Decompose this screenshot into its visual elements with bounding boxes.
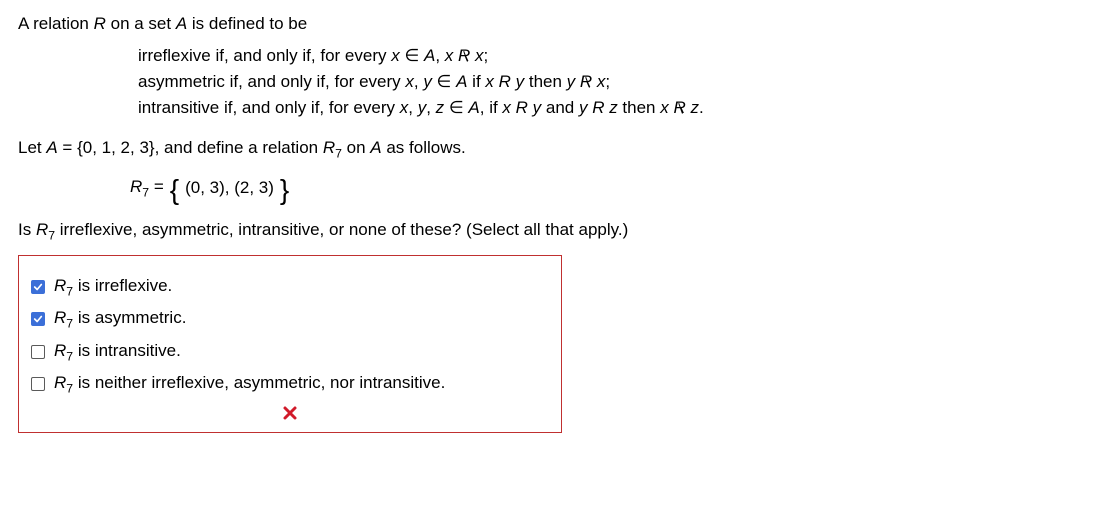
checkbox[interactable]: [31, 377, 45, 391]
text: as follows.: [382, 138, 466, 157]
var: x R y: [485, 72, 524, 91]
var: x: [445, 46, 458, 65]
text: ∈: [432, 72, 456, 91]
check-icon: [33, 282, 43, 292]
var: x: [391, 46, 400, 65]
text: .: [699, 98, 704, 117]
var: R: [130, 177, 142, 196]
text: then: [618, 98, 661, 117]
text: intransitive if, and only if, for every: [138, 98, 400, 117]
var: R: [323, 138, 335, 157]
answer-label: R7 is neither irreflexive, asymmetric, n…: [54, 373, 445, 395]
var-A: A: [176, 14, 187, 33]
answers-box: R7 is irreflexive. R7 is asymmetric. R7 …: [18, 255, 562, 434]
answer-label: R7 is asymmetric.: [54, 308, 186, 330]
definition-intro: A relation R on a set A is defined to be: [18, 14, 1076, 34]
text: = {0, 1, 2, 3}, and define a relation: [58, 138, 323, 157]
answer-option[interactable]: R7 is irreflexive.: [31, 276, 549, 298]
text: ;: [605, 72, 610, 91]
var: z: [436, 98, 445, 117]
var: A: [424, 46, 435, 65]
var: x: [592, 72, 605, 91]
var: x: [660, 98, 673, 117]
var: y R z: [579, 98, 618, 117]
question-page: A relation R on a set A is defined to be…: [0, 0, 1094, 522]
answer-label: R7 is intransitive.: [54, 341, 181, 363]
text: is defined to be: [187, 14, 307, 33]
text: ∈: [444, 98, 468, 117]
text: irreflexive if, and only if, for every: [138, 46, 391, 65]
r7-definition: R7 = { (0, 3), (2, 3) }: [130, 174, 1076, 202]
text: ∈: [400, 46, 424, 65]
text: ,: [414, 72, 423, 91]
var: A: [46, 138, 57, 157]
var: x: [470, 46, 483, 65]
text: ,: [435, 46, 444, 65]
let-statement: Let A = {0, 1, 2, 3}, and define a relat…: [18, 138, 1076, 160]
var: y: [567, 72, 580, 91]
subscript: 7: [335, 146, 342, 160]
var: x: [405, 72, 414, 91]
text: , if: [480, 98, 503, 117]
text: =: [149, 177, 164, 196]
definitions-block: irreflexive if, and only if, for every x…: [138, 46, 1076, 118]
text: asymmetric if, and only if, for every: [138, 72, 405, 91]
text: ,: [426, 98, 435, 117]
def-intransitive: intransitive if, and only if, for every …: [138, 98, 1076, 118]
text: Let: [18, 138, 46, 157]
text: A relation: [18, 14, 94, 33]
answer-option[interactable]: R7 is intransitive.: [31, 341, 549, 363]
set-content: (0, 3), (2, 3): [185, 178, 274, 198]
var: A: [370, 138, 381, 157]
not-R: R: [580, 72, 592, 92]
var: R: [36, 220, 48, 239]
checkbox[interactable]: [31, 345, 45, 359]
var: y: [418, 98, 427, 117]
not-R: R: [458, 46, 470, 66]
def-asymmetric: asymmetric if, and only if, for every x,…: [138, 72, 1076, 92]
checkbox[interactable]: [31, 312, 45, 326]
question-prompt: Is R7 irreflexive, asymmetric, intransit…: [18, 220, 1076, 242]
not-R: R: [673, 98, 685, 118]
answer-option[interactable]: R7 is neither irreflexive, asymmetric, n…: [31, 373, 549, 395]
feedback-incorrect: [31, 405, 549, 426]
var: x: [400, 98, 409, 117]
answer-option[interactable]: R7 is asymmetric.: [31, 308, 549, 330]
var-R: R: [94, 14, 106, 33]
text: then: [524, 72, 567, 91]
var: A: [456, 72, 467, 91]
open-brace: {: [170, 176, 179, 204]
text: Is: [18, 220, 36, 239]
var: z: [686, 98, 699, 117]
checkbox[interactable]: [31, 280, 45, 294]
text: and: [541, 98, 579, 117]
text: ;: [484, 46, 489, 65]
answer-label: R7 is irreflexive.: [54, 276, 172, 298]
text: on a set: [106, 14, 176, 33]
text: ,: [408, 98, 417, 117]
var: x R y: [502, 98, 541, 117]
text: irreflexive, asymmetric, intransitive, o…: [55, 220, 628, 239]
check-icon: [33, 314, 43, 324]
close-brace: }: [280, 176, 289, 204]
def-irreflexive: irreflexive if, and only if, for every x…: [138, 46, 1076, 66]
text: on: [342, 138, 370, 157]
x-icon: [282, 405, 298, 421]
var: A: [468, 98, 479, 117]
text: if: [467, 72, 485, 91]
var: y: [423, 72, 432, 91]
